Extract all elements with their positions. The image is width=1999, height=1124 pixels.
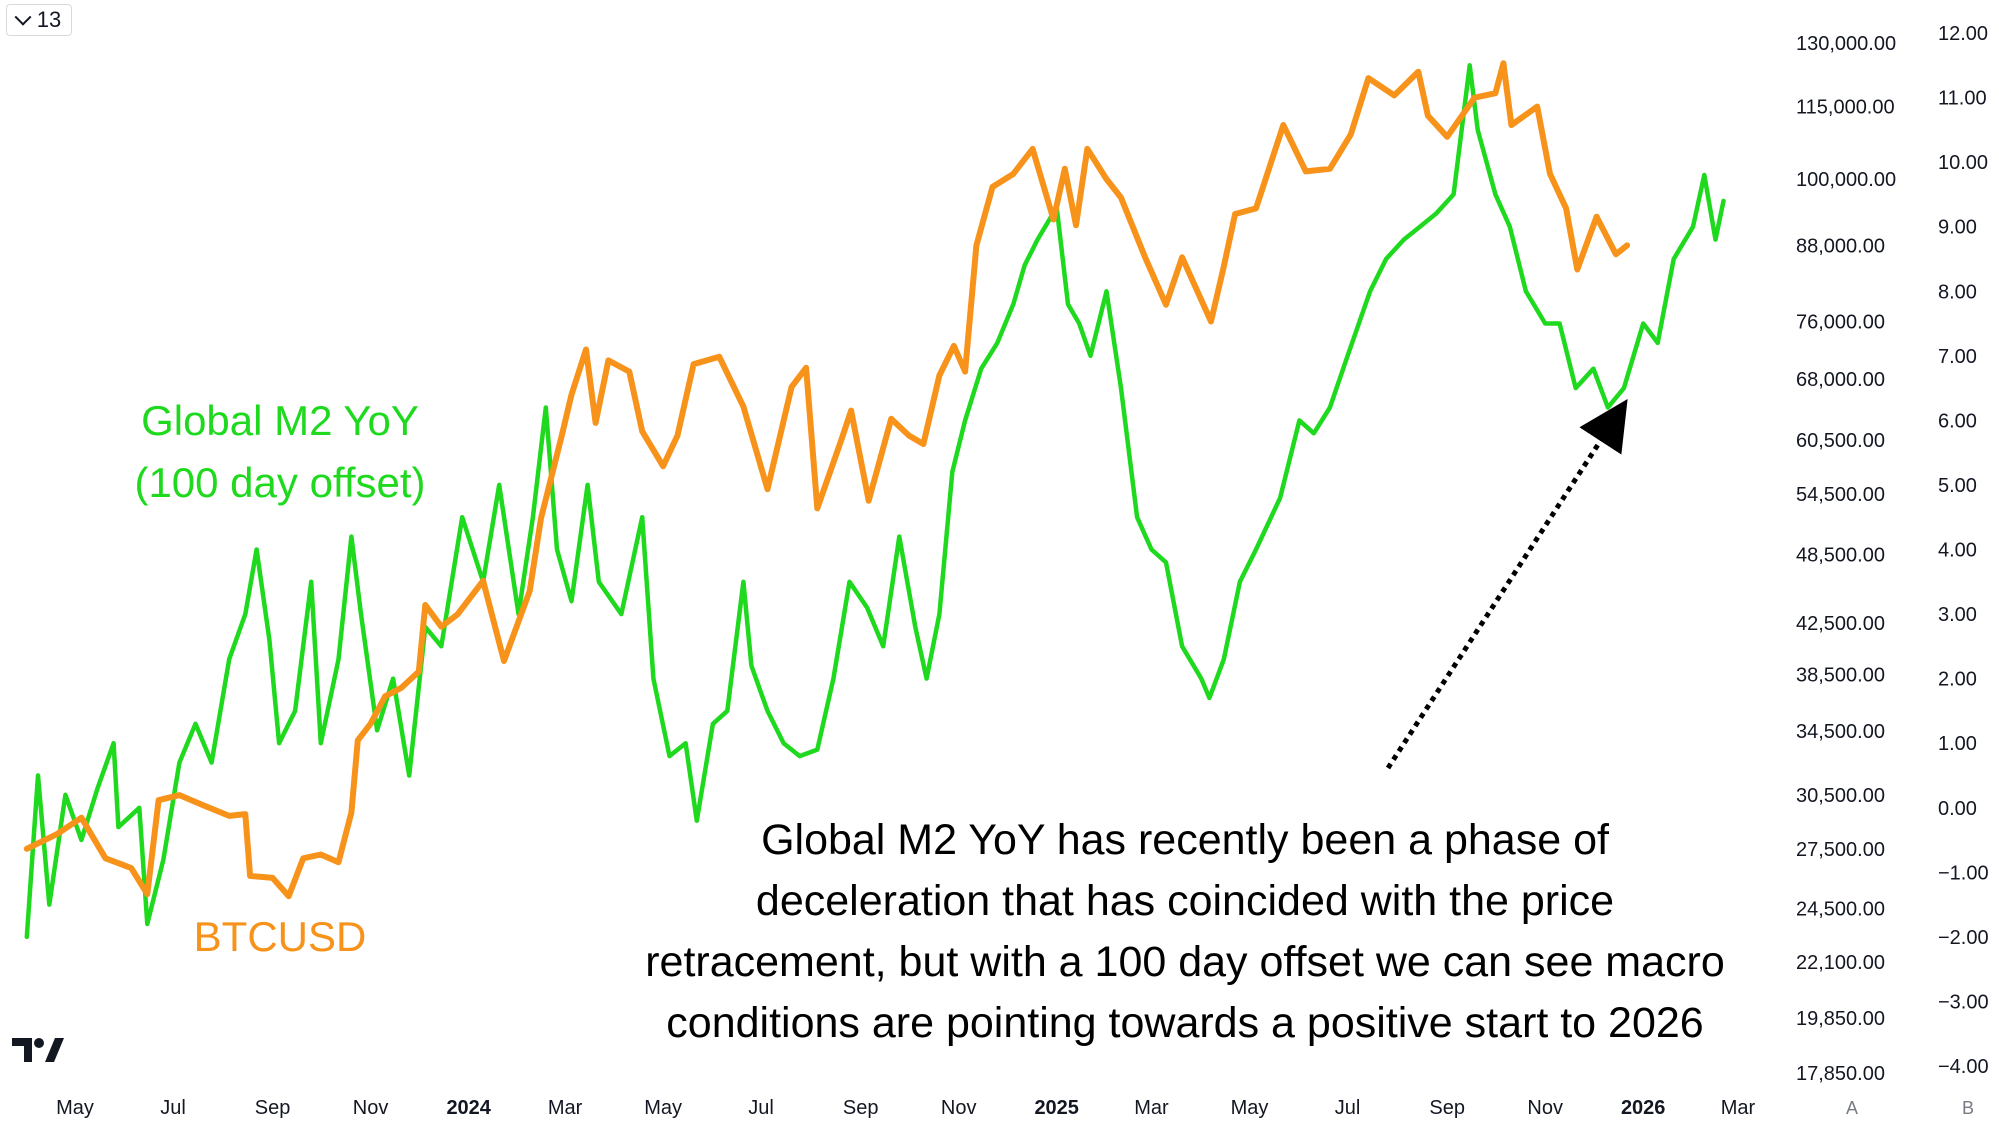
price-axis: 130,000.00 115,000.00 100,000.00 88,000.00 7…	[1796, 33, 1896, 1085]
time-axis-tick: Sep	[843, 1097, 879, 1119]
time-axis-tick: May	[56, 1097, 94, 1119]
m2-axis-tick: 8.00	[1938, 281, 1977, 303]
price-axis-tick: 22,100.00	[1796, 952, 1885, 974]
price-axis-tick: 76,000.00	[1796, 312, 1885, 334]
annotation-line: conditions are pointing towards a positi…	[666, 999, 1704, 1047]
m2-axis-tick: 2.00	[1938, 669, 1977, 691]
price-axis-tick: 38,500.00	[1796, 664, 1885, 686]
time-axis-tick: Mar	[548, 1097, 583, 1119]
m2-axis-tick: 10.00	[1938, 152, 1988, 174]
log-scale-button[interactable]: B	[1954, 1094, 1982, 1122]
price-axis-tick: 48,500.00	[1796, 545, 1885, 567]
m2-axis-tick: 9.00	[1938, 217, 1977, 239]
btcusd-series-line	[23, 60, 1631, 900]
time-axis-tick: Mar	[1134, 1097, 1169, 1119]
time-axis-tick: 2024	[446, 1097, 491, 1119]
annotation-line: Global M2 YoY has recently been a phase …	[761, 816, 1609, 864]
m2-axis-tick: 5.00	[1938, 475, 1977, 497]
time-axis-tick: Nov	[941, 1097, 977, 1119]
time-axis-tick: May	[1231, 1097, 1269, 1119]
price-axis-tick: 130,000.00	[1796, 33, 1896, 55]
time-axis-tick: 2025	[1034, 1097, 1079, 1119]
price-axis-tick: 24,500.00	[1796, 899, 1885, 921]
price-axis-tick: 34,500.00	[1796, 721, 1885, 743]
time-axis-tick: 2026	[1621, 1097, 1666, 1119]
price-axis-tick: 88,000.00	[1796, 235, 1885, 257]
chevron-down-icon	[14, 8, 32, 26]
auto-scale-label: A	[1845, 1097, 1858, 1118]
m2-axis-tick: −1.00	[1938, 862, 1989, 884]
m2-axis-tick: 12.00	[1938, 23, 1988, 45]
auto-scale-button[interactable]: A	[1838, 1094, 1866, 1122]
m2-axis-tick: −4.00	[1938, 1056, 1989, 1078]
annotation-line: deceleration that has coincided with the…	[755, 877, 1615, 925]
time-axis: May Jul Sep Nov 2024 Mar May Jul Sep Nov 2025 Mar Ma…	[56, 1097, 1755, 1119]
price-axis-tick: 54,500.00	[1796, 484, 1885, 506]
m2-axis-tick: 7.00	[1938, 346, 1977, 368]
tradingview-logo-icon	[12, 1038, 64, 1062]
price-axis-tick: 115,000.00	[1796, 97, 1895, 119]
price-axis-tick: 100,000.00	[1796, 169, 1896, 191]
time-axis-tick: Sep	[1429, 1097, 1465, 1119]
m2-axis-tick: 3.00	[1938, 604, 1977, 626]
m2-axis-tick: 0.00	[1938, 798, 1977, 820]
m2-axis-tick: 4.00	[1938, 540, 1977, 562]
price-axis-tick: 68,000.00	[1796, 369, 1885, 391]
time-axis-tick: Jul	[748, 1097, 774, 1119]
price-axis-tick: 19,850.00	[1796, 1008, 1885, 1030]
interval-label: 13	[36, 7, 62, 32]
m2-series-label: Global M2 YoY (100 day offset)	[80, 390, 480, 514]
annotation-line: retracement, but with a 100 day offset w…	[645, 938, 1725, 986]
m2-label-line2: (100 day offset)	[134, 459, 426, 506]
price-axis-tick: 17,850.00	[1796, 1063, 1885, 1085]
price-axis-tick: 30,500.00	[1796, 785, 1885, 807]
m2-axis: 12.00 11.00 10.00 9.00 8.00 7.00 6.00 5.00 4.00 3…	[1938, 23, 1989, 1078]
time-axis-tick: May	[644, 1097, 682, 1119]
price-axis-tick: 27,500.00	[1796, 839, 1885, 861]
chart-annotation: Global M2 YoY has recently been a phase …	[580, 810, 1790, 1054]
interval-button[interactable]: 13	[6, 4, 72, 36]
m2-axis-tick: −3.00	[1938, 991, 1989, 1013]
price-axis-tick: 42,500.00	[1796, 613, 1885, 635]
m2-axis-tick: 1.00	[1938, 733, 1977, 755]
time-axis-tick: Jul	[1335, 1097, 1361, 1119]
m2-label-line1: Global M2 YoY	[141, 397, 419, 444]
m2-axis-tick: −2.00	[1938, 927, 1989, 949]
price-axis-tick: 60,500.00	[1796, 430, 1885, 452]
time-axis-tick: Nov	[1527, 1097, 1563, 1119]
m2-axis-tick: 6.00	[1938, 410, 1977, 432]
log-scale-label: B	[1961, 1097, 1974, 1118]
annotation-arrow	[1385, 399, 1628, 770]
time-axis-tick: Jul	[160, 1097, 186, 1119]
btc-series-label: BTCUSD	[193, 913, 367, 960]
m2-axis-tick: 11.00	[1938, 88, 1987, 110]
time-axis-tick: Nov	[353, 1097, 389, 1119]
time-axis-tick: Sep	[255, 1097, 291, 1119]
time-axis-tick: Mar	[1721, 1097, 1756, 1119]
